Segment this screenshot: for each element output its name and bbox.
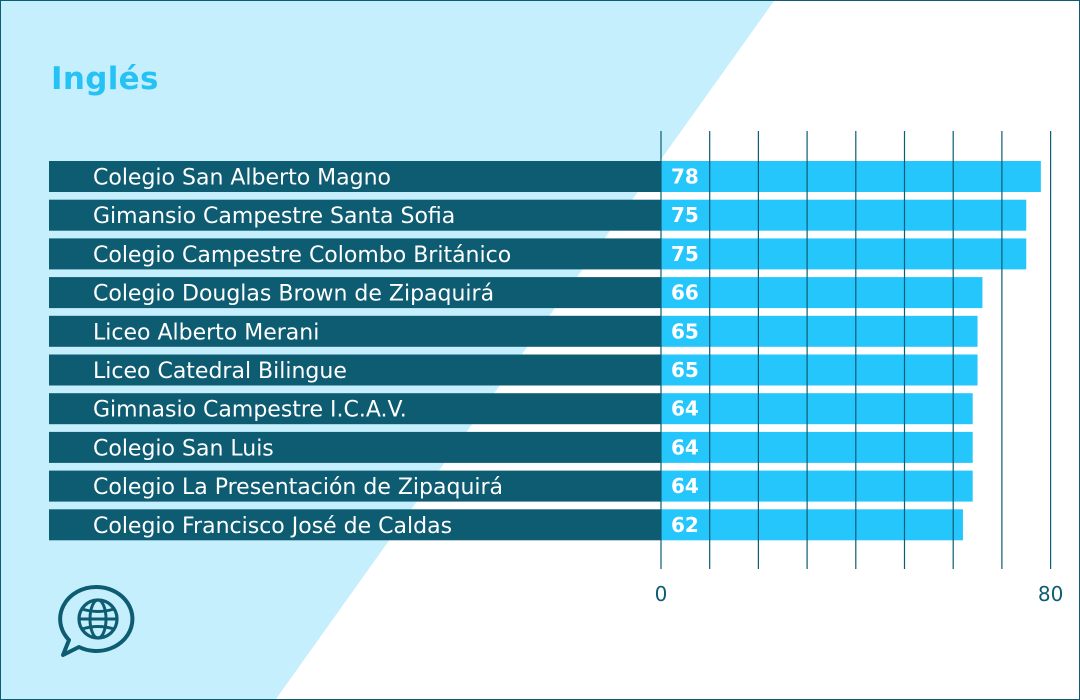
bar bbox=[661, 161, 1041, 192]
value-label: 64 bbox=[671, 397, 699, 421]
bar bbox=[661, 509, 963, 541]
category-label: Gimnasio Campestre I.C.A.V. bbox=[93, 398, 407, 423]
label-band bbox=[49, 238, 661, 270]
label-band bbox=[49, 470, 661, 502]
category-label: Liceo Catedral Bilingue bbox=[93, 359, 347, 384]
category-label: Gimansio Campestre Santa Sofia bbox=[93, 204, 455, 229]
bar bbox=[661, 431, 973, 463]
value-label: 66 bbox=[671, 281, 699, 305]
value-label: 62 bbox=[671, 513, 699, 537]
x-tick-label: 0 bbox=[655, 582, 668, 606]
value-label: 64 bbox=[671, 474, 699, 498]
bar bbox=[661, 199, 1027, 231]
labels: Colegio San Alberto Magno 78 Gimansio Camp… bbox=[93, 165, 699, 539]
category-label: Colegio Douglas Brown de Zipaquirá bbox=[93, 282, 494, 307]
bar bbox=[661, 470, 973, 502]
category-label: Colegio Campestre Colombo Británico bbox=[93, 243, 511, 268]
value-label: 65 bbox=[671, 319, 699, 343]
globe-speech-bubble-icon bbox=[58, 584, 135, 657]
category-label: Colegio San Luis bbox=[93, 436, 274, 461]
bar bbox=[661, 393, 973, 425]
value-label: 78 bbox=[671, 165, 699, 189]
x-axis-ticks: 0 80 bbox=[655, 582, 1064, 606]
label-band bbox=[49, 509, 661, 541]
bar bbox=[661, 277, 983, 309]
category-label: Liceo Alberto Merani bbox=[93, 320, 319, 345]
gridlines bbox=[660, 131, 1052, 569]
label-band bbox=[49, 354, 661, 386]
bar bbox=[661, 354, 978, 386]
label-band bbox=[49, 431, 661, 463]
label-band bbox=[49, 393, 661, 425]
value-label: 75 bbox=[671, 203, 699, 227]
value-label: 65 bbox=[671, 358, 699, 382]
label-band bbox=[49, 199, 661, 231]
category-label: Colegio Francisco José de Caldas bbox=[93, 514, 452, 539]
label-band bbox=[49, 277, 661, 309]
chart-title: Inglés bbox=[51, 61, 159, 97]
value-label: 64 bbox=[671, 435, 699, 459]
bar bbox=[661, 238, 1027, 270]
x-tick-label: 80 bbox=[1038, 582, 1063, 606]
value-label: 75 bbox=[671, 242, 699, 266]
label-band bbox=[49, 161, 661, 192]
bars bbox=[661, 161, 1041, 541]
category-label: Colegio La Presentación de Zipaquirá bbox=[93, 475, 503, 500]
label-band bbox=[49, 315, 661, 347]
label-bands bbox=[49, 161, 661, 541]
category-label: Colegio San Alberto Magno bbox=[93, 166, 391, 191]
bar bbox=[661, 315, 978, 347]
